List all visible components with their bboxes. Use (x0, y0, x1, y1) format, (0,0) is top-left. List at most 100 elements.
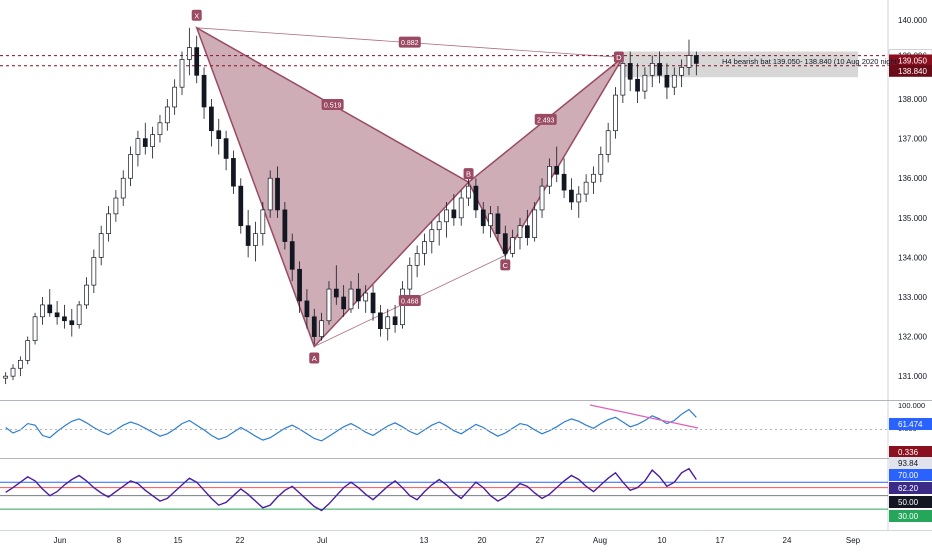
candle-body (253, 233, 258, 246)
candle (524, 209, 530, 246)
time-tick-label: Jul (317, 536, 327, 545)
ratio-label-bg (534, 113, 557, 125)
rsi-badge: 61.474 (889, 418, 932, 430)
candle-body (605, 130, 611, 155)
candle (47, 289, 53, 317)
candle (304, 289, 310, 329)
candle-body (576, 193, 582, 203)
candle-body (62, 316, 67, 322)
candle (62, 304, 67, 329)
candle (135, 130, 141, 167)
candle-body (480, 209, 486, 227)
candle (142, 122, 148, 155)
candle (422, 233, 427, 266)
candle (414, 245, 420, 278)
time-tick-label: Jun (54, 536, 67, 545)
candle-body (686, 55, 692, 68)
ratio-label: 0.882 (398, 36, 421, 48)
candle (502, 225, 508, 262)
candle (25, 336, 31, 365)
candle (40, 296, 45, 325)
candle-body (502, 233, 508, 254)
candle-body (598, 154, 604, 175)
stoch-badge: 30.00 (889, 510, 932, 522)
price-tick-label: 136.000 (898, 174, 927, 183)
candle-body (245, 225, 251, 246)
candle-body (32, 316, 38, 341)
candle (429, 221, 435, 254)
candle (17, 356, 23, 377)
rsi-panel (0, 404, 888, 442)
candle-body (583, 181, 589, 195)
candle-body (627, 63, 633, 80)
candle (69, 308, 75, 337)
point-label-bg (500, 259, 511, 271)
stoch-badge-text: 62.20 (898, 484, 919, 493)
candle (539, 178, 545, 218)
candle (444, 201, 449, 238)
rsi-badge-bg (889, 446, 932, 458)
candle (480, 201, 486, 234)
candle-body (473, 185, 479, 211)
ratio-label-text: 0.468 (401, 298, 419, 305)
candle-body (495, 213, 501, 234)
candle-body (524, 225, 530, 238)
candle (238, 178, 244, 234)
rsi-badge-text: 61.474 (898, 420, 923, 429)
price-tick-label: 133.000 (898, 293, 927, 302)
candle-body (10, 367, 16, 377)
time-tick-label: Sep (846, 536, 861, 545)
time-tick-label: 17 (716, 536, 725, 545)
point-label-text: X (194, 11, 199, 20)
candle-body (414, 253, 420, 266)
candle (679, 59, 685, 88)
candle-body (186, 47, 192, 60)
price-badge: 139.050 (889, 54, 932, 67)
candle (510, 229, 516, 258)
candle (363, 285, 369, 313)
candle (253, 221, 258, 262)
candle (569, 178, 574, 210)
rsi-trendline (589, 404, 699, 429)
stoch-badge-bg (889, 510, 932, 522)
candle-body (539, 185, 545, 211)
time-tick-label: 13 (420, 536, 429, 545)
rsi-badge-text: 0.336 (898, 448, 919, 457)
candle-body (201, 74, 207, 108)
candle (407, 257, 413, 297)
candle (209, 99, 214, 147)
candle-body (657, 63, 662, 76)
time-tick-label: Aug (593, 536, 607, 545)
price-tick-label: 131.000 (898, 372, 927, 381)
candle-body (385, 316, 391, 330)
candle (120, 170, 126, 206)
price-tick-label: 137.000 (898, 135, 927, 144)
candle (517, 217, 523, 250)
candle-body (304, 300, 310, 318)
point-label-text: B (466, 170, 471, 179)
candle (157, 114, 163, 143)
candle (267, 170, 273, 218)
candle-body (260, 209, 266, 234)
candle-body (517, 225, 523, 238)
candle (385, 308, 391, 341)
candle-body (348, 288, 354, 310)
candle (275, 166, 280, 218)
candle-body (113, 197, 119, 215)
candle (3, 372, 9, 385)
candle-body (319, 320, 324, 337)
candle (311, 308, 317, 345)
candle-body (561, 173, 567, 191)
candle (627, 51, 633, 92)
candle-body (40, 304, 45, 318)
candle (348, 281, 354, 313)
candle-body (554, 166, 560, 175)
time-axis[interactable]: Jun 8 15 22 Jul 13 20 27 Aug 10 17 24 Sep (54, 536, 861, 545)
price-axis[interactable]: 140.000139.000138.000137.000136.000135.0… (888, 16, 932, 522)
price-badge-bg (889, 54, 932, 67)
stoch-line (5, 467, 697, 512)
candle (32, 312, 38, 345)
candle-body (209, 106, 214, 132)
candle-body (76, 304, 82, 326)
